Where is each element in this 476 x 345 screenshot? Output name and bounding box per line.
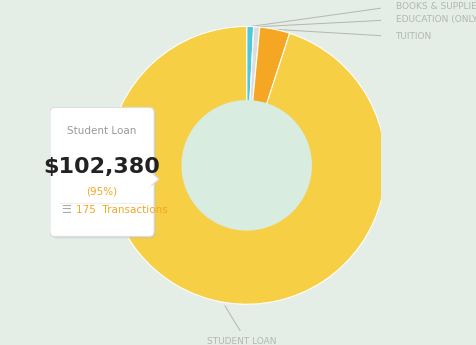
Text: EDUCATION (ONLY): EDUCATION (ONLY) (395, 15, 476, 24)
Wedge shape (246, 27, 253, 165)
Wedge shape (246, 27, 259, 165)
Wedge shape (108, 27, 385, 304)
Text: ☰: ☰ (61, 205, 71, 215)
FancyBboxPatch shape (52, 109, 156, 238)
Polygon shape (149, 171, 159, 187)
FancyBboxPatch shape (147, 171, 150, 187)
Circle shape (181, 100, 311, 230)
Text: Student Loan: Student Loan (67, 126, 137, 136)
Text: 175  Transactions: 175 Transactions (76, 205, 168, 215)
Text: TUITION: TUITION (395, 32, 431, 41)
Text: $102,380: $102,380 (43, 157, 160, 177)
Wedge shape (246, 27, 289, 165)
Text: BOOKS & SUPPLIES: BOOKS & SUPPLIES (395, 2, 476, 11)
Text: STUDENT LOAN: STUDENT LOAN (207, 337, 276, 345)
FancyBboxPatch shape (50, 108, 154, 236)
Text: (95%): (95%) (86, 186, 118, 196)
